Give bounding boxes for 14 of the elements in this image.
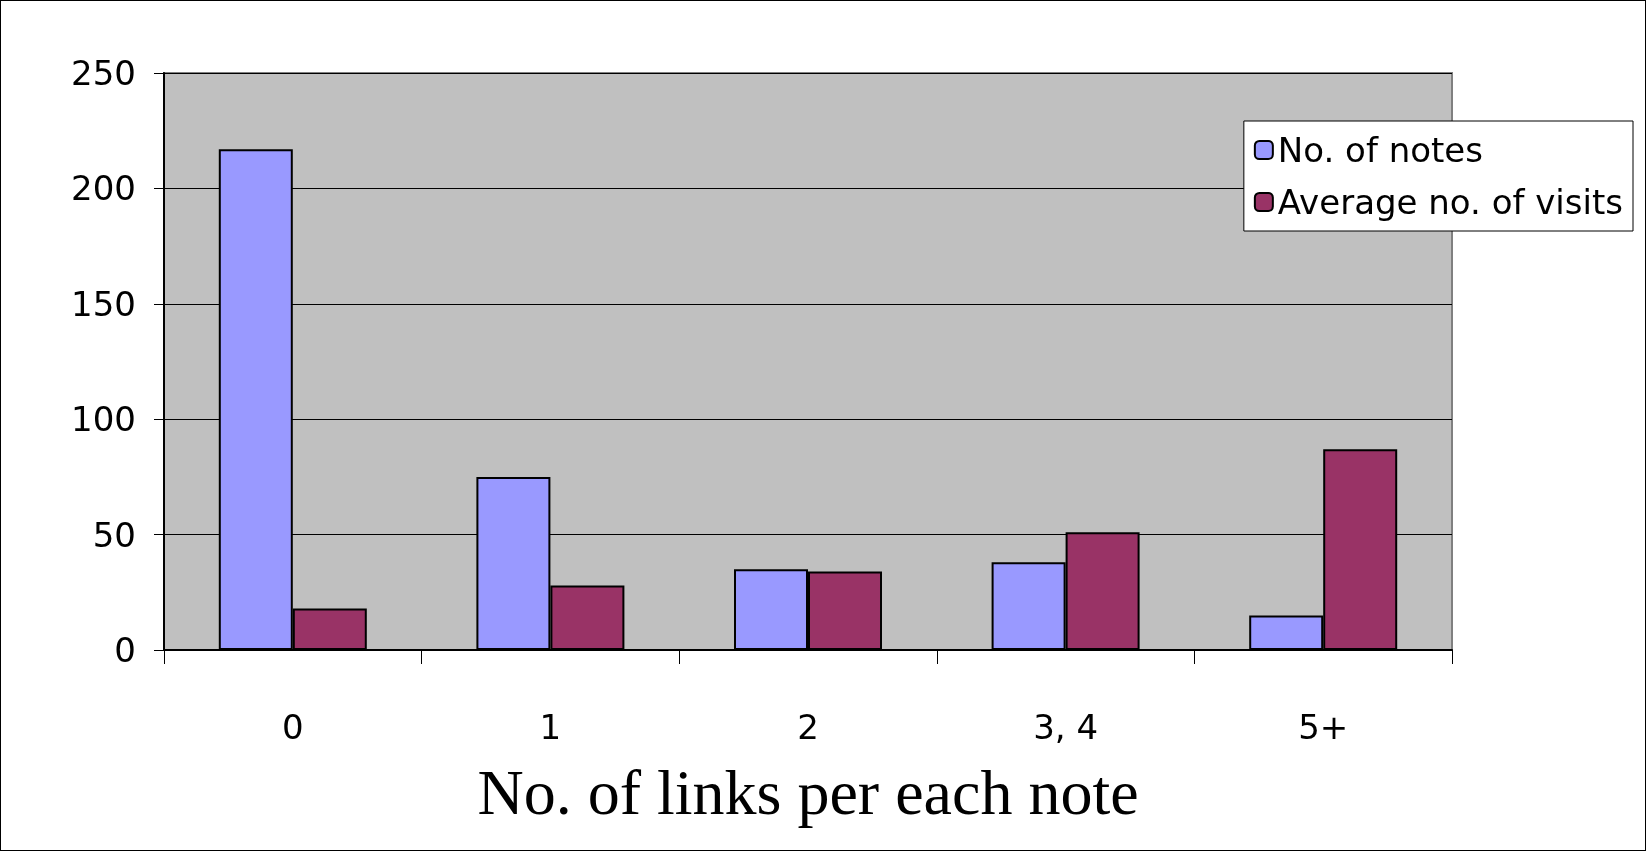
legend-label: Average no. of visits <box>1277 182 1624 222</box>
y-tick-label: 150 <box>71 283 136 324</box>
x-tick-label: 3, 4 <box>1033 707 1099 747</box>
x-tick-label: 0 <box>281 707 304 747</box>
y-tick-label: 50 <box>92 514 136 555</box>
legend-label: No. of notes <box>1277 130 1484 170</box>
y-tick-label: 250 <box>71 53 136 93</box>
x-tick-label: 1 <box>539 707 562 747</box>
y-tick-label: 0 <box>114 630 136 670</box>
x-axis-title: No. of links per each note <box>477 756 1139 828</box>
x-tick-label: 5+ <box>1298 707 1349 747</box>
y-tick-label: 100 <box>71 399 136 440</box>
y-tick-label: 200 <box>71 168 136 209</box>
x-tick-label: 2 <box>797 707 819 747</box>
